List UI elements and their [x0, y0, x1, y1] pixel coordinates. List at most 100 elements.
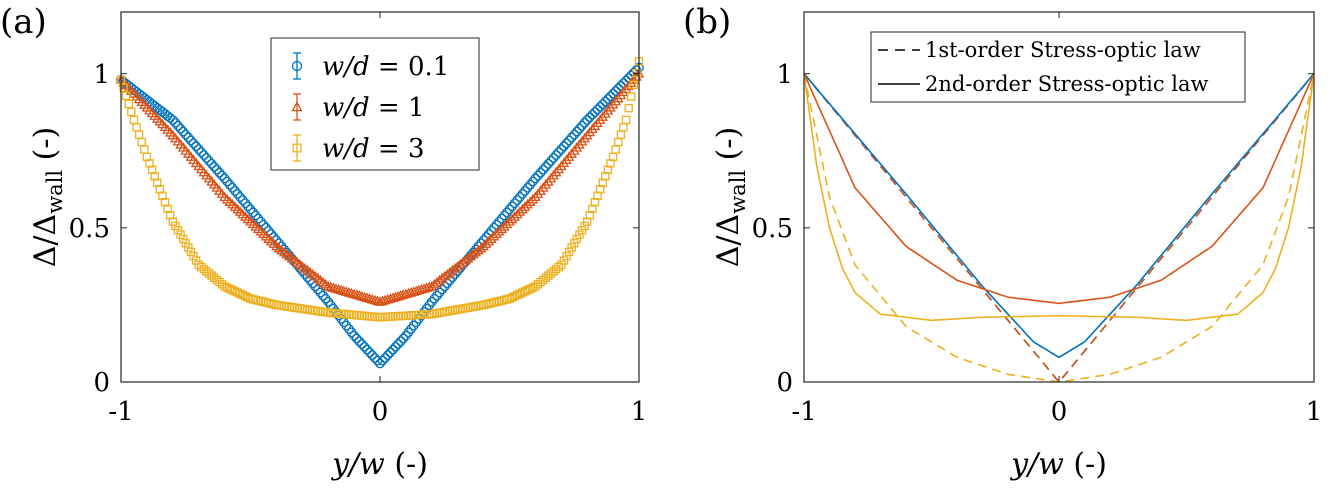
data-point: [211, 164, 222, 175]
data-point: [544, 271, 553, 280]
data-point: [584, 126, 596, 137]
data-point: [320, 293, 331, 304]
data-point: [356, 290, 368, 301]
data-point: [538, 275, 548, 285]
series-line-solid: [803, 73, 1315, 359]
data-point: [625, 77, 637, 87]
data-point: [580, 221, 589, 231]
panel-a-legend-entry: w/d = 0.1: [322, 52, 449, 82]
data-point: [535, 185, 546, 195]
data-point: [377, 355, 388, 366]
data-point: [533, 280, 543, 289]
data-point: [606, 159, 615, 168]
data-point: [215, 277, 224, 287]
legend-marker: [292, 143, 302, 153]
data-point: [349, 330, 359, 341]
data-point: [184, 243, 193, 252]
data-point: [524, 196, 536, 206]
data-point: [227, 182, 238, 193]
data-point: [517, 189, 528, 199]
data-point: [183, 132, 194, 143]
data-point: [486, 233, 497, 243]
data-point: [328, 282, 339, 292]
data-point: [364, 293, 375, 303]
data-point: [504, 204, 515, 215]
data-point: [531, 282, 540, 291]
data-point: [579, 117, 590, 128]
panel-a-data: [115, 57, 645, 369]
data-point: [385, 347, 396, 358]
data-point: [333, 283, 344, 294]
data-point: [343, 287, 355, 297]
data-point: [232, 189, 243, 199]
panel-a-ticks: [120, 12, 640, 383]
data-point: [588, 204, 597, 213]
data-point: [610, 95, 621, 106]
series-line-dashed: [803, 73, 1315, 383]
data-point: [627, 92, 636, 101]
data-point: [137, 137, 146, 147]
data-point: [515, 192, 525, 202]
data-point: [592, 117, 603, 128]
data-point: [483, 235, 495, 246]
data-point: [607, 98, 619, 109]
data-point: [217, 170, 227, 181]
data-point: [395, 336, 406, 347]
data-point: [501, 218, 513, 229]
data-point: [404, 311, 413, 320]
data-point: [253, 213, 264, 224]
data-point: [577, 120, 587, 131]
data-point: [388, 344, 398, 355]
data-point: [598, 178, 607, 188]
series-line-dashed: [803, 73, 1315, 384]
data-point: [297, 266, 308, 276]
data-point: [527, 193, 539, 204]
data-point: [209, 161, 220, 172]
data-point: [632, 68, 641, 78]
panel-a-xtick-label: 0: [372, 397, 389, 427]
data-point: [359, 291, 370, 302]
data-point: [351, 333, 362, 344]
data-point: [194, 260, 203, 270]
data-point: [587, 109, 598, 120]
data-point: [369, 294, 381, 305]
data-point: [543, 159, 554, 169]
data-point: [357, 339, 367, 349]
data-point: [398, 333, 409, 344]
data-point: [186, 247, 196, 257]
data-point: [589, 120, 601, 131]
data-point: [577, 226, 587, 235]
data-point: [171, 221, 180, 231]
data-point: [610, 86, 621, 96]
data-point: [514, 206, 526, 216]
data-point: [540, 161, 551, 172]
data-point: [372, 295, 383, 306]
data-point: [153, 178, 162, 188]
data-point: [386, 312, 395, 321]
data-point: [224, 179, 235, 190]
data-point: [181, 239, 190, 248]
data-point: [222, 176, 233, 187]
data-point: [590, 107, 600, 117]
data-point: [546, 156, 556, 166]
data-point: [396, 311, 405, 321]
panel-a-ytick-label: 0: [93, 368, 110, 398]
data-point: [437, 284, 448, 295]
data-point: [325, 281, 337, 292]
data-point: [567, 243, 576, 252]
data-point: [393, 311, 403, 321]
data-point: [499, 210, 510, 221]
panel-b-legend: 1st-order Stress-optic law 2nd-order Str…: [870, 31, 1246, 103]
data-point: [150, 172, 159, 181]
data-point: [191, 256, 201, 265]
panel-a-ytick-label: 1: [93, 60, 110, 90]
data-point: [566, 132, 577, 143]
data-point: [522, 198, 533, 209]
data-point: [204, 156, 214, 166]
panel-b-xtick-label: 0: [1051, 397, 1068, 427]
panel-a: (a) -1 0 1 0 0.5 1 y/w (-) Δ/Δwall (-) w…: [0, 2, 647, 482]
data-point: [193, 144, 204, 155]
data-point: [537, 182, 549, 192]
data-point: [519, 201, 531, 211]
data-point: [608, 88, 618, 99]
